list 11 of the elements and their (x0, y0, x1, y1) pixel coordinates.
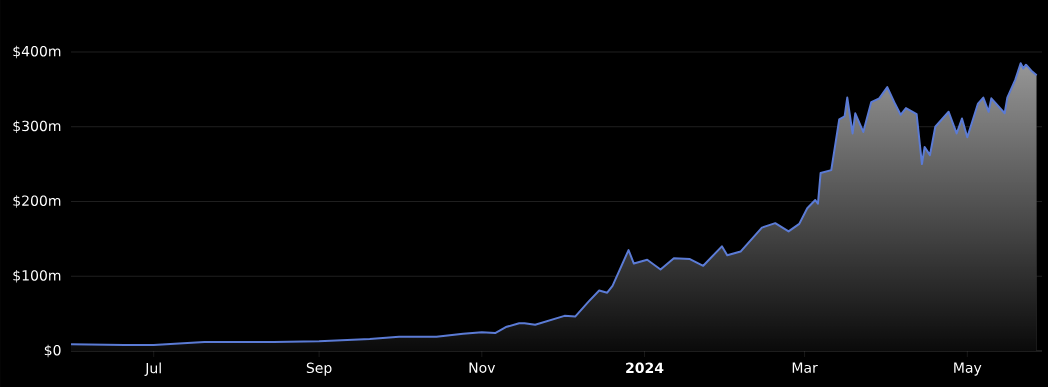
y-tick-label: $200m (13, 195, 61, 208)
x-tick-label: Sep (306, 362, 332, 376)
x-tick-label: Nov (469, 362, 496, 373)
x-tick-label: Jul (144, 362, 161, 376)
y-tick-label: $100m (13, 269, 61, 283)
x-tick-label: 2024 (626, 362, 664, 374)
y-tick-label: $0 (44, 344, 61, 358)
x-tick-label: May (954, 362, 982, 376)
y-tick-label: $400m (13, 45, 61, 59)
y-tick-label: $300m (13, 120, 61, 134)
x-tick-label: Mar (792, 362, 818, 373)
